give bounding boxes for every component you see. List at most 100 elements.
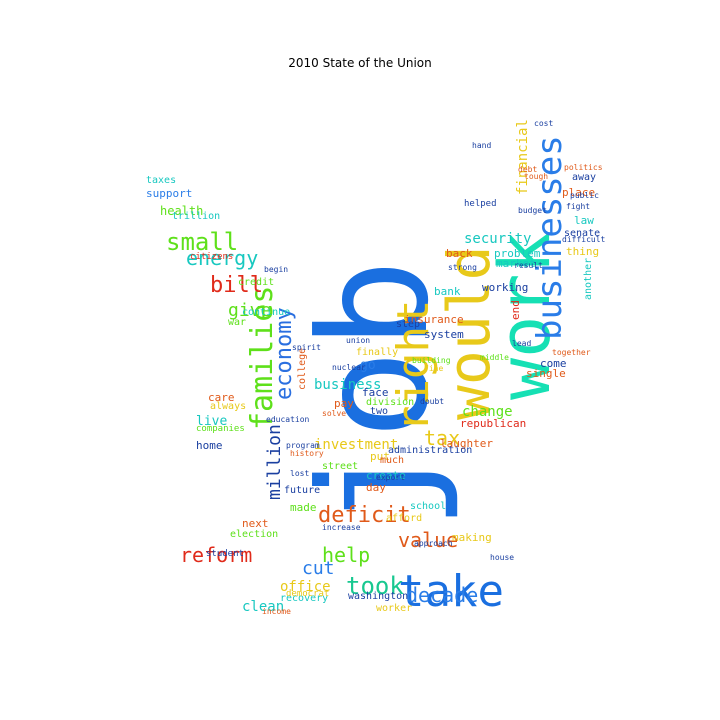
cloud-word: back bbox=[446, 247, 473, 260]
cloud-word: live bbox=[196, 414, 228, 429]
cloud-word: economy bbox=[272, 307, 297, 400]
cloud-word: away bbox=[572, 172, 597, 183]
cloud-word: helped bbox=[464, 199, 497, 209]
cloud-word: lost bbox=[290, 469, 310, 478]
cloud-word: difficult bbox=[562, 235, 606, 244]
cloud-word: energy bbox=[186, 246, 259, 270]
cloud-word: finally bbox=[356, 347, 399, 358]
cloud-word: building bbox=[412, 356, 451, 365]
cloud-word: export bbox=[376, 473, 405, 482]
cloud-word: republican bbox=[460, 417, 527, 430]
cloud-word: future bbox=[284, 485, 321, 496]
cloud-word: insurance bbox=[404, 313, 464, 326]
cloud-word: washington bbox=[348, 591, 409, 602]
cloud-word: thing bbox=[566, 245, 600, 258]
cloud-word: taxes bbox=[146, 175, 177, 186]
cloud-word: made bbox=[290, 501, 317, 514]
cloud-word: always bbox=[210, 401, 247, 412]
cloud-word: security bbox=[464, 231, 532, 247]
cloud-word: public bbox=[570, 191, 599, 200]
cloud-word: day bbox=[366, 481, 386, 494]
cloud-word: take bbox=[398, 566, 504, 617]
cloud-word: begin bbox=[264, 265, 289, 274]
cloud-word: doubt bbox=[420, 397, 445, 406]
cloud-word: house bbox=[490, 553, 515, 562]
cloud-word: support bbox=[146, 187, 193, 200]
cloud-word: million bbox=[264, 424, 285, 500]
cloud-word: worker bbox=[376, 603, 413, 614]
cloud-word: division bbox=[366, 397, 415, 408]
cloud-word: pay bbox=[334, 397, 354, 410]
cloud-word: go bbox=[360, 358, 376, 373]
cloud-word: administration bbox=[388, 445, 473, 456]
cloud-word: clean bbox=[242, 599, 285, 615]
cloud-word: solve bbox=[322, 409, 347, 418]
cloud-word: market bbox=[496, 257, 536, 270]
cloud-word: street bbox=[322, 461, 359, 472]
cloud-word: middle bbox=[480, 353, 509, 362]
cloud-word: credit bbox=[238, 277, 275, 288]
cloud-word: care bbox=[208, 391, 235, 404]
cloud-word: budget bbox=[518, 206, 547, 215]
cloud-word: together bbox=[552, 348, 591, 357]
cloud-word: tough bbox=[524, 172, 549, 181]
cloud-word: reform bbox=[180, 543, 253, 567]
cloud-word: law bbox=[574, 214, 594, 227]
cloud-word: fight bbox=[566, 202, 591, 211]
cloud-word: union bbox=[346, 336, 371, 345]
cloud-word: two bbox=[370, 406, 389, 417]
cloud-word: health bbox=[160, 204, 204, 218]
cloud-word: program bbox=[286, 441, 320, 450]
cloud-word: trillion bbox=[172, 211, 221, 222]
cloud-word: office bbox=[280, 579, 331, 595]
cloud-word: tax bbox=[424, 426, 461, 450]
cloud-word: lead bbox=[512, 339, 532, 348]
cloud-word: value bbox=[398, 528, 459, 552]
cloud-word: another bbox=[583, 257, 594, 300]
cloud-word: continue bbox=[242, 307, 291, 318]
cloud-word: debt bbox=[518, 165, 538, 174]
cloud-word: investment bbox=[314, 437, 399, 453]
cloud-word: come bbox=[540, 357, 567, 370]
cloud-word: democrat bbox=[286, 589, 330, 599]
cloud-word: change bbox=[462, 404, 513, 420]
cloud-word: approach bbox=[414, 539, 453, 548]
cloud-word: student bbox=[206, 549, 244, 559]
cloud-word: school bbox=[410, 501, 447, 512]
cloud-word: election bbox=[230, 529, 279, 540]
cloud-word: cost bbox=[534, 119, 554, 128]
cloud-word: deficit bbox=[318, 503, 411, 528]
cloud-word: end bbox=[509, 300, 522, 320]
cloud-word: nuclear bbox=[332, 363, 366, 372]
cloud-word: single bbox=[526, 367, 566, 380]
cloud-word: income bbox=[262, 607, 291, 616]
cloud-word: increase bbox=[322, 523, 361, 532]
cloud-word: education bbox=[266, 415, 310, 424]
cloud-word: home bbox=[196, 439, 223, 452]
cloud-word: next bbox=[242, 517, 269, 530]
cloud-word: cut bbox=[302, 558, 335, 579]
cloud-word: problem bbox=[494, 247, 541, 260]
cloud-word: place bbox=[562, 186, 596, 199]
cloud-word: bill bbox=[210, 273, 263, 298]
cloud-word: business bbox=[314, 377, 382, 393]
cloud-word: put bbox=[370, 450, 390, 463]
cloud-word: college bbox=[297, 347, 308, 390]
cloud-word: recovery bbox=[280, 593, 329, 604]
cloud-word: politics bbox=[564, 163, 603, 172]
cloud-word: bank bbox=[434, 285, 461, 298]
cloud-word: citizens bbox=[190, 252, 234, 262]
cloud-word: system bbox=[424, 328, 464, 341]
cloud-word: much bbox=[380, 455, 405, 466]
cloud-word: step bbox=[396, 319, 421, 330]
cloud-word: face bbox=[362, 386, 389, 399]
cloud-word: took bbox=[346, 572, 404, 600]
cloud-word: making bbox=[452, 531, 492, 544]
cloud-word: working bbox=[482, 281, 529, 294]
cloud-word: hand bbox=[472, 141, 492, 150]
chart-title: 2010 State of the Union bbox=[288, 56, 432, 70]
cloud-word: financial bbox=[515, 119, 531, 195]
cloud-word: strong bbox=[448, 263, 477, 272]
cloud-word: decade bbox=[406, 583, 479, 607]
cloud-word: small bbox=[166, 228, 239, 256]
